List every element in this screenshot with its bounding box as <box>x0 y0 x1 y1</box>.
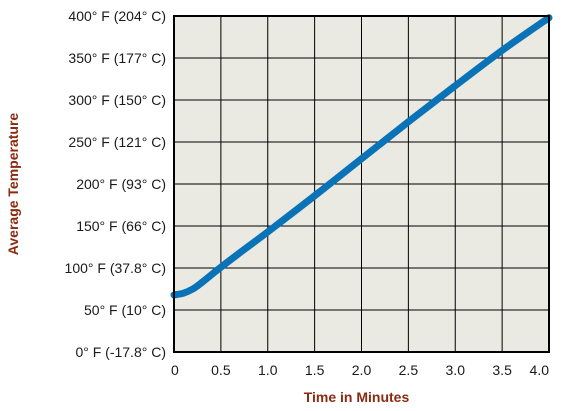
x-tick-label: 2.0 <box>352 362 372 378</box>
y-tick-label: 350° F (177° C) <box>68 50 166 66</box>
temperature-series-line <box>170 14 553 299</box>
y-tick-label: 0° F (-17.8° C) <box>75 344 166 360</box>
x-tick-label: 1.0 <box>258 362 278 378</box>
y-tick-label: 100° F (37.8° C) <box>65 260 166 276</box>
x-tick-label: 1.5 <box>305 362 325 378</box>
x-tick-label: 3.0 <box>446 362 466 378</box>
y-tick-labels: 0° F (-17.8° C) 50° F (10° C) 100° F (37.8… <box>65 8 166 360</box>
y-axis-title: Average Temperature <box>5 113 21 256</box>
y-tick-label: 150° F (66° C) <box>76 218 166 234</box>
x-tick-label: 0 <box>171 362 179 378</box>
y-tick-label: 300° F (150° C) <box>68 92 166 108</box>
x-tick-labels: 0 0.5 1.0 1.5 2.0 2.5 3.0 3.5 4.0 <box>171 362 549 378</box>
series-layer <box>170 14 553 299</box>
x-axis-title: Time in Minutes <box>304 389 410 405</box>
x-tick-label: 0.5 <box>211 362 231 378</box>
y-tick-label: 200° F (93° C) <box>76 176 166 192</box>
y-tick-label: 50° F (10° C) <box>84 302 166 318</box>
x-tick-label: 2.5 <box>399 362 419 378</box>
x-tick-label: 3.5 <box>492 362 512 378</box>
y-tick-label: 400° F (204° C) <box>68 8 166 24</box>
y-tick-label: 250° F (121° C) <box>68 134 166 150</box>
x-tick-label: 4.0 <box>530 362 550 378</box>
plot-frame <box>173 15 550 353</box>
